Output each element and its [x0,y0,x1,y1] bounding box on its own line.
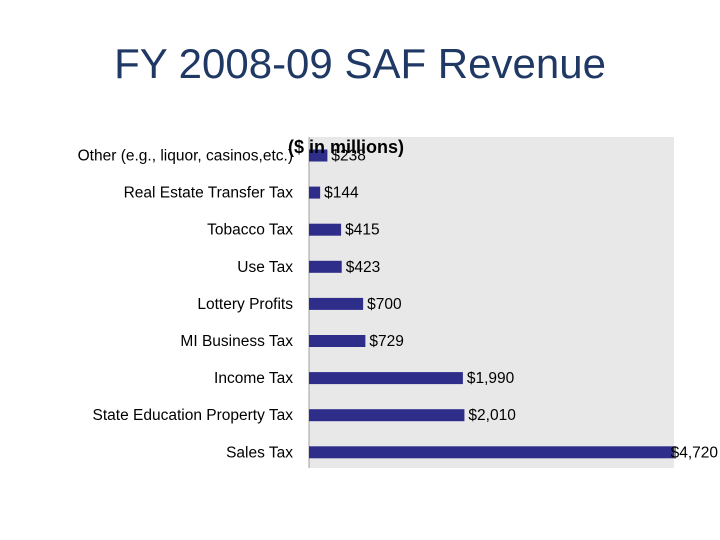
value-label-6: $1,990 [467,370,515,387]
chart-subtitle: ($ in millions) [288,137,404,157]
bar-6 [309,372,463,385]
bar-8 [309,446,674,459]
category-label-3: Use Tax [237,259,293,276]
category-label-8: Sales Tax [226,444,293,461]
value-label-1: $144 [324,185,359,202]
category-label-6: Income Tax [214,370,293,387]
slide-title: FY 2008-09 SAF Revenue [114,40,606,87]
value-label-3: $423 [346,259,380,276]
bar-0 [309,149,328,162]
value-label-4: $700 [367,296,402,313]
bar-4 [309,297,364,310]
value-label-5: $729 [369,333,403,350]
category-label-0: Other (e.g., liquor, casinos,etc.) [78,148,293,165]
category-label-5: MI Business Tax [180,333,293,350]
category-label-1: Real Estate Transfer Tax [124,185,294,202]
value-label-2: $415 [345,222,379,239]
category-label-2: Tobacco Tax [207,222,293,239]
bar-3 [309,260,342,273]
value-label-7: $2,010 [468,407,516,424]
value-label-0: $238 [331,148,365,165]
bar-5 [309,335,366,347]
value-label-8: $4,720 [671,444,719,461]
bar-2 [309,223,342,236]
category-label-7: State Education Property Tax [93,407,294,424]
bar-7 [309,409,465,422]
bar-1 [309,186,321,199]
category-label-4: Lottery Profits [197,296,293,313]
